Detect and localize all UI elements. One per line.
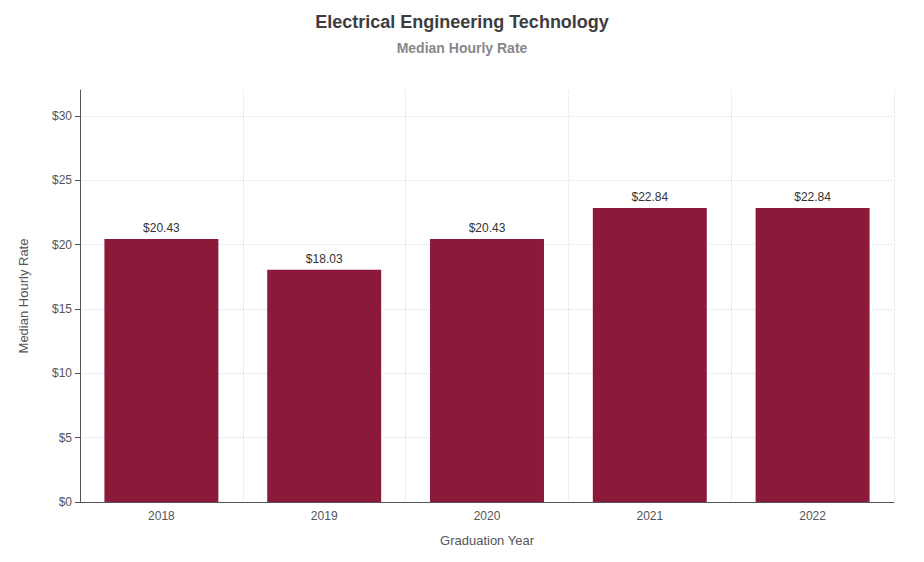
svg-text:$20.43: $20.43: [469, 221, 506, 235]
svg-text:$10: $10: [52, 366, 72, 380]
svg-text:2019: 2019: [311, 509, 338, 523]
svg-text:Electrical Engineering Technol: Electrical Engineering Technology: [315, 12, 609, 32]
svg-text:$5: $5: [59, 431, 73, 445]
svg-text:Graduation Year: Graduation Year: [440, 533, 535, 548]
svg-text:2021: 2021: [636, 509, 663, 523]
svg-text:$22.84: $22.84: [631, 190, 668, 204]
svg-text:2018: 2018: [148, 509, 175, 523]
svg-text:$18.03: $18.03: [306, 252, 343, 266]
svg-text:$22.84: $22.84: [794, 190, 831, 204]
svg-text:$15: $15: [52, 302, 72, 316]
svg-text:2022: 2022: [799, 509, 826, 523]
svg-text:Median Hourly Rate: Median Hourly Rate: [397, 40, 528, 56]
svg-text:$0: $0: [59, 495, 73, 509]
svg-text:Median Hourly Rate: Median Hourly Rate: [16, 239, 31, 354]
svg-text:$20.43: $20.43: [143, 221, 180, 235]
svg-text:$30: $30: [52, 109, 72, 123]
svg-text:$20: $20: [52, 238, 72, 252]
svg-text:2020: 2020: [474, 509, 501, 523]
svg-text:$25: $25: [52, 173, 72, 187]
